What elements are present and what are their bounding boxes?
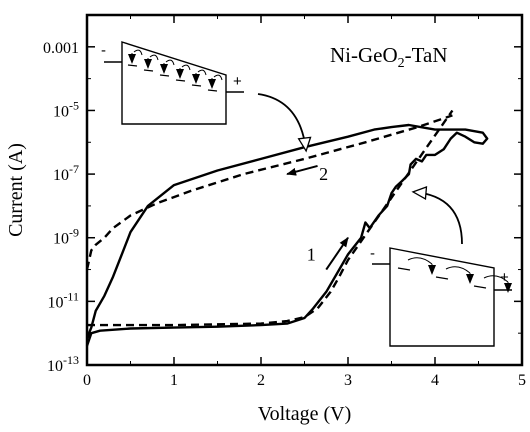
measured-iv-curve <box>85 123 489 347</box>
trap-level <box>473 285 487 289</box>
trap-level <box>191 84 202 87</box>
y-tick-label: 10-5 <box>53 98 79 120</box>
x-tick-label: 1 <box>170 372 178 389</box>
inset-box <box>389 247 495 347</box>
sweep-label: 2 <box>319 164 328 184</box>
x-axis-title: Voltage (V) <box>258 403 352 425</box>
inset-pointer-arrow <box>257 93 306 150</box>
hop-arc <box>483 275 509 283</box>
hop-arc <box>149 54 159 61</box>
hop-arc <box>197 69 207 76</box>
trap-level <box>175 79 186 82</box>
x-tick-label: 4 <box>431 372 439 389</box>
inset-pointer-arrow <box>414 192 463 245</box>
hop-arc <box>407 257 433 265</box>
sweep-arrow <box>325 236 349 271</box>
y-tick-label: 0.001 <box>43 40 79 57</box>
hop-arc <box>445 266 471 274</box>
inset-minus-label: - <box>101 42 106 59</box>
trap-level <box>435 276 449 280</box>
y-tick-label: 10-13 <box>47 353 79 375</box>
hop-arc <box>165 59 175 66</box>
y-axis-title: Current (A) <box>5 143 27 237</box>
trap-level <box>207 89 218 92</box>
inset-plus-label: + <box>233 73 242 90</box>
y-tick-label: 10-7 <box>53 162 79 184</box>
x-tick-label: 2 <box>257 372 265 389</box>
x-tick-label: 0 <box>83 372 91 389</box>
trap-level <box>143 69 154 72</box>
x-tick-label: 5 <box>518 372 526 389</box>
band-diagram-inset: -+ <box>370 245 512 347</box>
trap-level <box>127 64 138 67</box>
dashed-fit-line <box>87 109 454 327</box>
hop-arc <box>133 49 143 56</box>
sweep-arrow <box>286 165 318 176</box>
y-tick-label: 10-9 <box>53 226 79 248</box>
x-tick-label: 3 <box>344 372 352 389</box>
inset-box <box>121 41 227 125</box>
y-tick-label: 10-11 <box>47 289 79 311</box>
sweep-label: 1 <box>307 244 316 264</box>
band-diagram-inset: -+ <box>101 41 244 125</box>
dashed-fit-line <box>85 114 453 270</box>
trap-level <box>397 267 411 271</box>
trap-level <box>159 74 170 77</box>
hop-arc <box>213 74 223 81</box>
inset-minus-label: - <box>370 245 375 262</box>
hop-arc <box>181 64 191 71</box>
chart-title: Ni-GeO2-TaN <box>330 43 448 71</box>
inset-plus-label: + <box>500 269 509 286</box>
